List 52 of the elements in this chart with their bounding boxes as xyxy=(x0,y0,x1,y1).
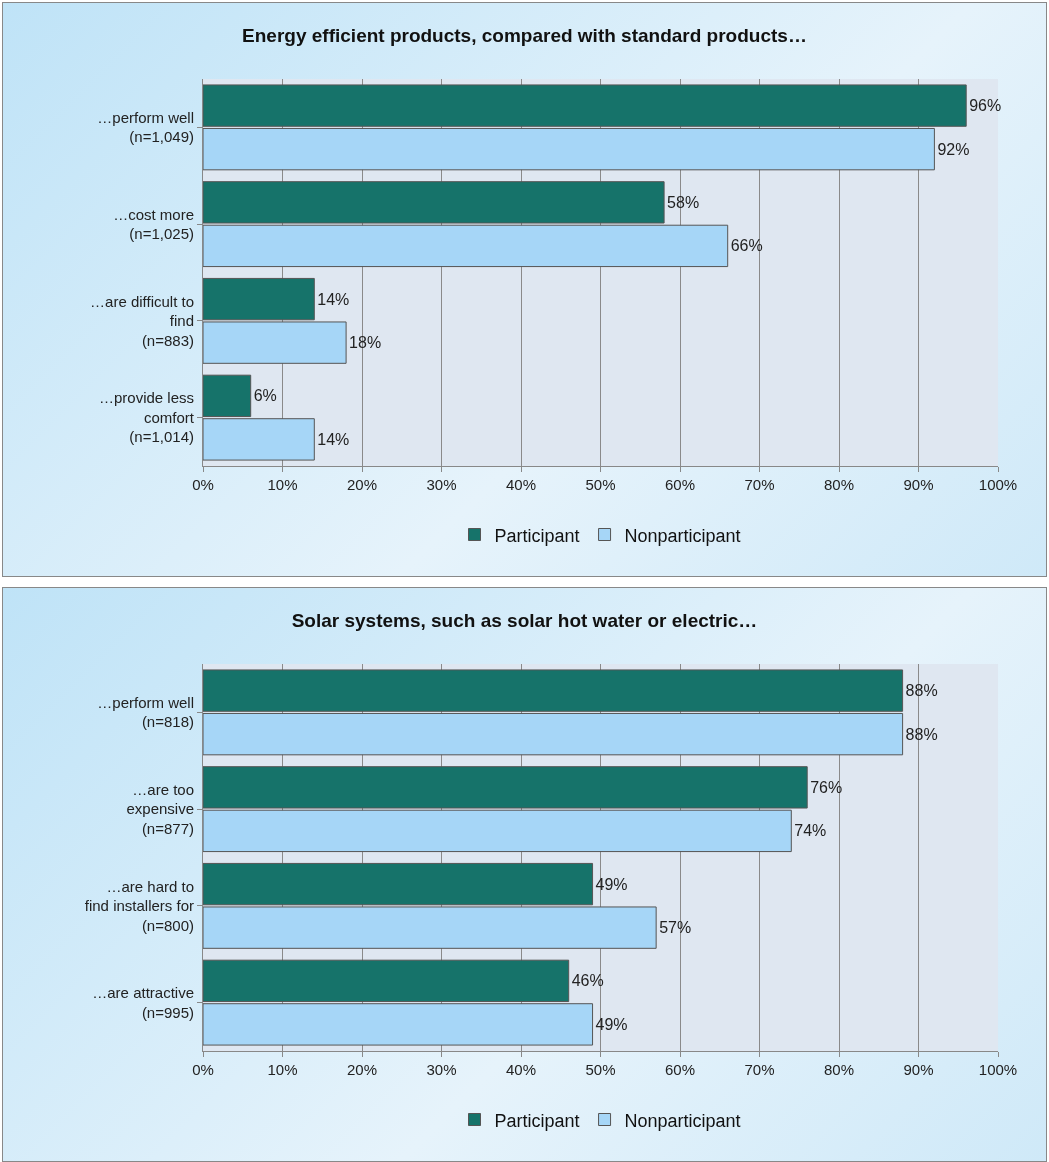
data-label: 6% xyxy=(253,387,277,405)
y-tick-label: …perform well (n=1,049) xyxy=(97,108,194,146)
data-label: 58% xyxy=(667,193,700,211)
x-tick-label: 30% xyxy=(426,476,457,493)
data-label: 92% xyxy=(937,140,970,158)
y-tick-label: …are too expensive (n=877) xyxy=(126,780,194,837)
data-label: 14% xyxy=(317,430,350,448)
x-tick-label: 40% xyxy=(505,476,537,493)
x-tick-label: 40% xyxy=(505,1061,537,1078)
data-label: 57% xyxy=(659,919,692,937)
x-tick-label: 90% xyxy=(903,476,934,493)
legend-label: Participant xyxy=(494,1110,580,1131)
x-tick-label: 100% xyxy=(978,476,1018,493)
legend-label: Nonparticipant xyxy=(624,525,741,546)
x-tick-label: 60% xyxy=(664,476,696,493)
x-tick-label: 100% xyxy=(978,1061,1018,1078)
x-tick-label: 0% xyxy=(192,476,214,493)
x-tick-label: 0% xyxy=(192,1061,214,1078)
x-tick-label: 50% xyxy=(585,1061,616,1078)
data-label: 88% xyxy=(905,682,938,700)
data-label: 66% xyxy=(730,237,763,255)
data-label: 96% xyxy=(969,97,1002,115)
x-tick-label: 80% xyxy=(823,1061,855,1078)
x-tick-label: 30% xyxy=(426,1061,457,1078)
x-tick-label: 50% xyxy=(585,476,616,493)
data-label: 14% xyxy=(317,290,350,308)
x-tick-label: 20% xyxy=(346,1061,378,1078)
x-tick-label: 20% xyxy=(346,476,378,493)
data-label: 49% xyxy=(595,875,628,893)
data-label: 18% xyxy=(349,334,382,352)
chart-title: Energy efficient products, compared with standard products… xyxy=(242,25,807,47)
y-tick-label: …are hard to find installers for (n=800) xyxy=(84,877,194,934)
y-tick-label: …cost more (n=1,025) xyxy=(113,205,194,243)
x-tick-label: 60% xyxy=(664,1061,696,1078)
data-label: 76% xyxy=(810,778,843,796)
y-tick-label: …are difficult to find (n=883) xyxy=(90,292,194,349)
x-tick-label: 70% xyxy=(744,1061,775,1078)
x-tick-label: 10% xyxy=(267,1061,298,1078)
x-tick-label: 70% xyxy=(744,476,775,493)
y-tick-label: …are attractive (n=995) xyxy=(92,984,194,1021)
data-label: 46% xyxy=(571,972,604,990)
x-tick-label: 10% xyxy=(267,476,298,493)
chart-title: Solar systems, such as solar hot water or electric… xyxy=(291,610,758,632)
y-tick-label: …perform well (n=818) xyxy=(97,693,194,731)
data-label: 49% xyxy=(595,1015,628,1033)
y-tick-label: …provide less comfort (n=1,014) xyxy=(98,389,195,446)
legend-label: Participant xyxy=(494,525,580,546)
legend-label: Nonparticipant xyxy=(624,1110,741,1131)
data-label: 74% xyxy=(794,822,827,840)
data-label: 88% xyxy=(905,725,938,743)
x-tick-label: 90% xyxy=(903,1061,934,1078)
x-tick-label: 80% xyxy=(823,476,855,493)
